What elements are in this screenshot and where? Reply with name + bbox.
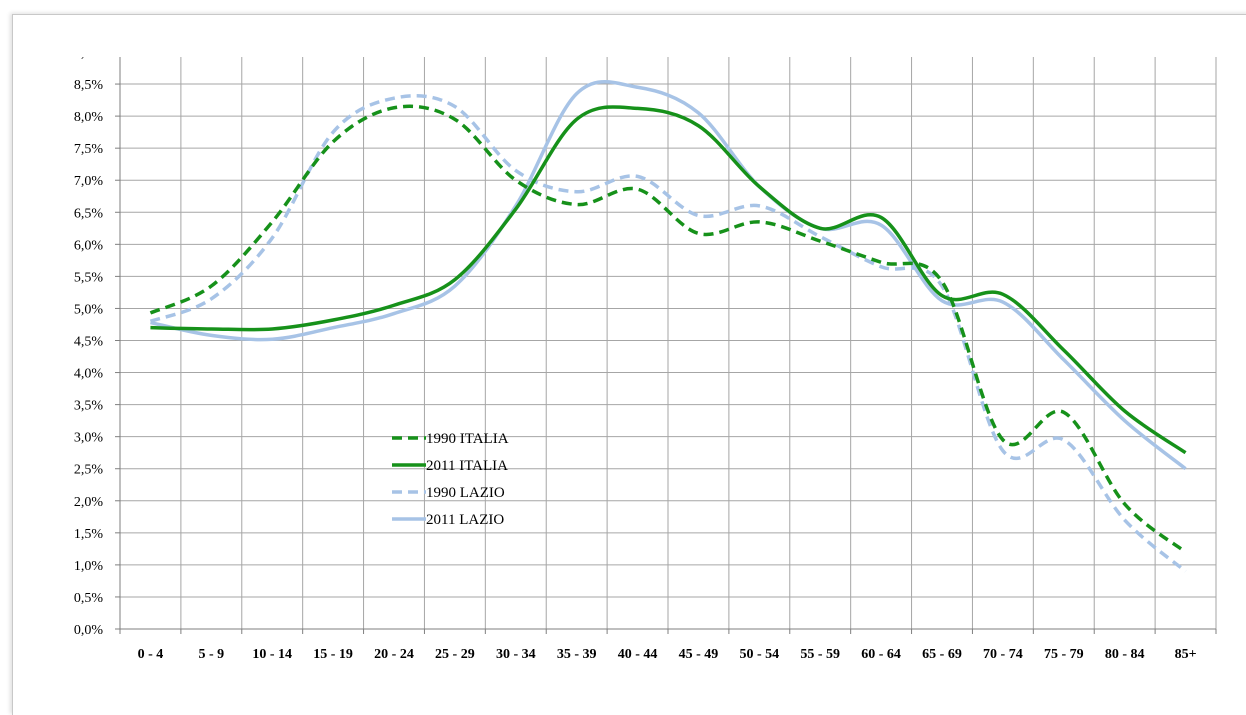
y-tick-label: 2,5% — [74, 463, 104, 478]
y-tick-label: 0,0% — [74, 623, 104, 638]
legend-label-1990-lazio: 1990 LAZIO — [426, 485, 505, 501]
x-tick-label: 35 - 39 — [557, 647, 597, 662]
x-tick-label: 15 - 19 — [313, 647, 353, 662]
x-tick-label: 30 - 34 — [496, 647, 536, 662]
y-tick-label: 9,0% — [74, 46, 104, 61]
legend: 1990 ITALIA 2011 ITALIA 1990 LAZIO 2011 LAZ… — [392, 431, 509, 528]
axes — [115, 57, 1217, 634]
y-tick-label: 5,0% — [74, 302, 104, 317]
series-line-2011-lazio — [150, 80, 1187, 471]
y-tick-label: 3,5% — [74, 399, 104, 414]
x-tick-labels: 0 - 4 5 - 9 10 - 14 15 - 19 20 - 24 25 - 29 30… — [138, 647, 1197, 662]
x-tick-label: 25 - 29 — [435, 647, 475, 662]
y-tick-label: 7,5% — [74, 142, 104, 157]
x-tick-label: 75 - 79 — [1044, 647, 1084, 662]
y-tick-label: 1,5% — [74, 527, 104, 542]
gridlines — [119, 57, 1217, 630]
x-tick-label: 45 - 49 — [679, 647, 719, 662]
x-tick-label: 5 - 9 — [198, 647, 224, 662]
x-tick-label: 10 - 14 — [252, 647, 292, 662]
y-tick-label: 3,0% — [74, 431, 104, 446]
x-tick-label: 80 - 84 — [1105, 647, 1145, 662]
series-lines — [149, 80, 1187, 573]
x-tick-label: 70 - 74 — [983, 647, 1023, 662]
y-tick-label: 7,0% — [74, 174, 104, 189]
legend-label-2011-lazio: 2011 LAZIO — [426, 512, 504, 528]
y-tick-label: 1,0% — [74, 559, 104, 574]
x-tick-label: 55 - 59 — [800, 647, 840, 662]
y-tick-label: 2,0% — [74, 495, 104, 510]
y-tick-label: 8,0% — [74, 110, 104, 125]
y-tick-label: 6,0% — [74, 238, 104, 253]
x-tick-label: 65 - 69 — [922, 647, 962, 662]
series-line-1990-italia — [149, 104, 1187, 554]
x-tick-label: 85+ — [1175, 647, 1197, 662]
series-line-1990-lazio — [149, 93, 1187, 573]
y-tick-label: 6,5% — [74, 206, 104, 221]
series-line-2011-italia — [150, 105, 1187, 455]
y-tick-label: 8,5% — [74, 78, 104, 93]
legend-label-2011-italia: 2011 ITALIA — [426, 458, 508, 474]
y-tick-label: 4,5% — [74, 335, 104, 350]
legend-label-1990-italia: 1990 ITALIA — [426, 431, 509, 447]
y-tick-label: 0,5% — [74, 591, 104, 606]
y-tick-labels: 0,0% 0,5% 1,0% 1,5% 2,0% 2,5% 3,0% 3,5% 4,0% 4,5%… — [74, 46, 104, 638]
x-tick-label: 50 - 54 — [739, 647, 779, 662]
x-tick-label: 0 - 4 — [138, 647, 164, 662]
x-tick-label: 60 - 64 — [861, 647, 901, 662]
y-tick-label: 5,5% — [74, 270, 104, 285]
x-tick-label: 20 - 24 — [374, 647, 414, 662]
chart-frame — [12, 14, 1246, 715]
y-tick-label: 4,0% — [74, 367, 104, 382]
x-tick-label: 40 - 44 — [618, 647, 658, 662]
